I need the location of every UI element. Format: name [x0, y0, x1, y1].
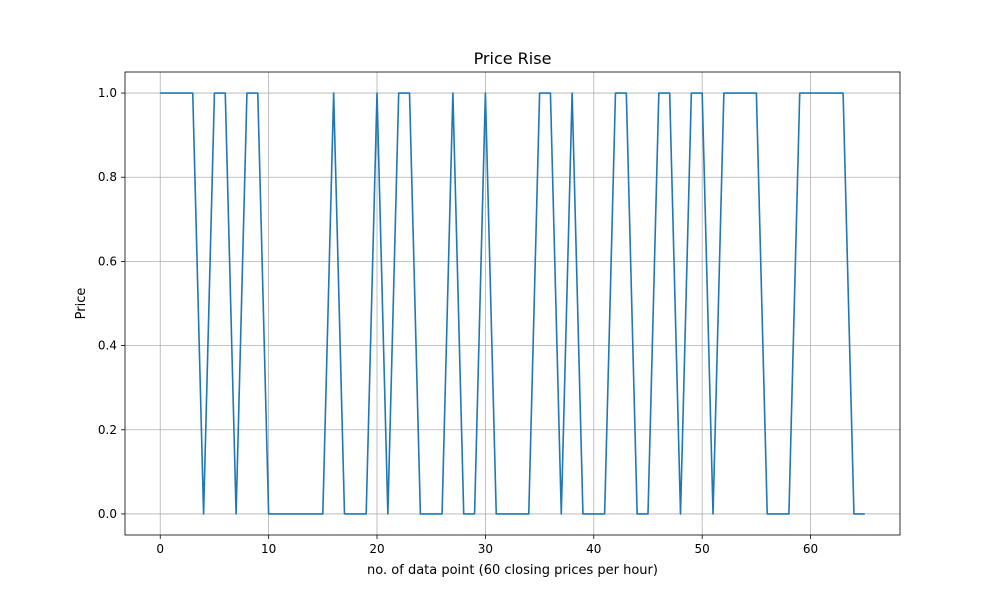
- x-tick-label: 10: [261, 542, 276, 556]
- y-tick-label: 0.0: [98, 507, 117, 521]
- x-tick-label: 50: [695, 542, 710, 556]
- x-tick-label: 20: [369, 542, 384, 556]
- grid: [125, 72, 900, 535]
- series-layer: [160, 92, 865, 515]
- price-series-line: [160, 92, 865, 515]
- y-tick-label: 0.6: [98, 254, 117, 268]
- x-axis-label: no. of data point (60 closing prices per…: [367, 563, 658, 578]
- x-tick-label: 40: [586, 542, 601, 556]
- x-tick-label: 30: [478, 542, 493, 556]
- y-tick-label: 0.8: [98, 170, 117, 184]
- x-tick-label: 60: [803, 542, 818, 556]
- plot-frame: [124, 71, 901, 536]
- ticks: 0 10 20 30 40 50 60 0.0 0.2 0.4 0.6 0.8 1.0: [98, 86, 818, 556]
- y-tick-label: 0.2: [98, 423, 117, 437]
- y-tick-label: 1.0: [98, 86, 117, 100]
- chart-title: Price Rise: [474, 49, 552, 68]
- y-axis-label: Price: [74, 288, 89, 320]
- x-tick-label: 0: [156, 542, 164, 556]
- y-tick-label: 0.4: [98, 339, 117, 353]
